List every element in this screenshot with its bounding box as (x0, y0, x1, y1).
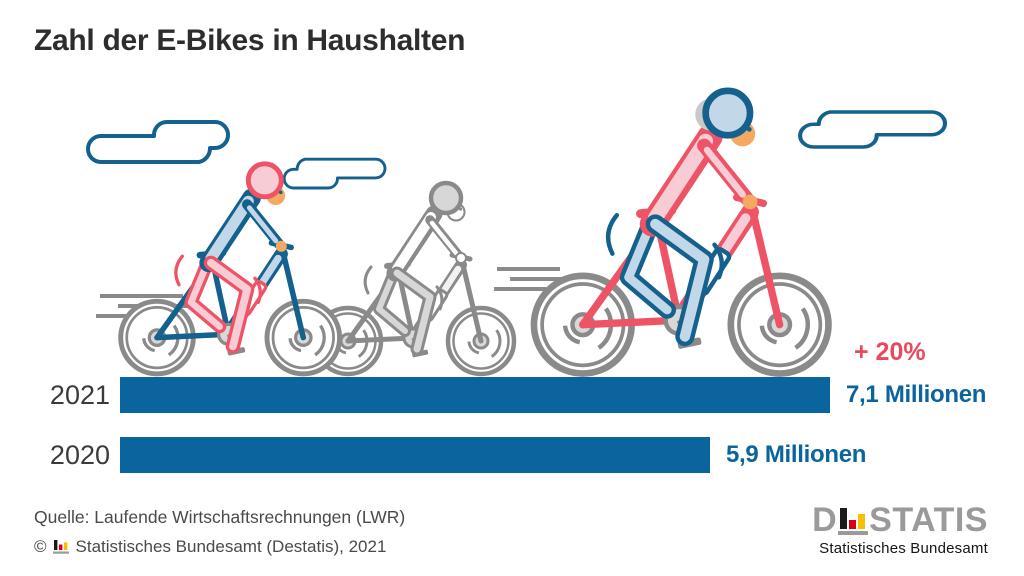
bar-row-2021: 2021 7,1 Millionen (0, 377, 1024, 413)
eye (458, 207, 463, 211)
bar-2021 (120, 377, 830, 413)
copyright-note: © Statistisches Bundesamt (Destatis), 20… (34, 537, 386, 557)
bar-2020 (120, 437, 710, 473)
eye (746, 126, 752, 132)
helmet (702, 87, 754, 139)
logo-letter-d: D (812, 501, 838, 539)
copyright-symbol: © (34, 537, 47, 556)
bar-row-2020: 2020 5,9 Millionen (0, 437, 1024, 473)
speed-lines-right (494, 267, 562, 291)
helmet (428, 180, 464, 216)
cyclist-left (118, 161, 343, 377)
cyclist-right (530, 87, 832, 377)
rider (605, 87, 758, 347)
page-title: Zahl der E-Bikes in Haushalten (34, 24, 466, 57)
logo-subtitle: Statistisches Bundesamt (819, 540, 988, 557)
logo-bars-icon (838, 508, 869, 535)
hand (742, 194, 758, 210)
logo-text-statis: STATIS (869, 501, 988, 539)
rider (363, 180, 467, 356)
hand (455, 252, 467, 264)
cyclist-middle (312, 180, 517, 377)
helmet (245, 161, 284, 200)
source-note: Quelle: Laufende Wirtschaftsrechnungen (… (34, 507, 406, 527)
hand (275, 240, 287, 252)
category-label-2021: 2021 (49, 380, 110, 410)
value-label-2020: 5,9 Millionen (726, 441, 867, 468)
cloud-icon (282, 157, 387, 190)
destatis-logo-wordmark: D STATIS (812, 503, 988, 537)
value-label-2021: 7,1 Millionen (846, 381, 987, 408)
cloud-icon (800, 112, 945, 147)
rider (174, 161, 287, 354)
cloud-icon (86, 120, 230, 164)
copyright-text: Statistisches Bundesamt (Destatis), 2021 (75, 537, 387, 556)
destatis-logo: D STATIS Statistisches Bundesamt (812, 503, 988, 557)
growth-annotation: + 20% (854, 338, 926, 366)
category-label-2020: 2020 (49, 440, 110, 470)
destatis-mini-logo-icon (52, 540, 69, 554)
eye (278, 190, 283, 195)
